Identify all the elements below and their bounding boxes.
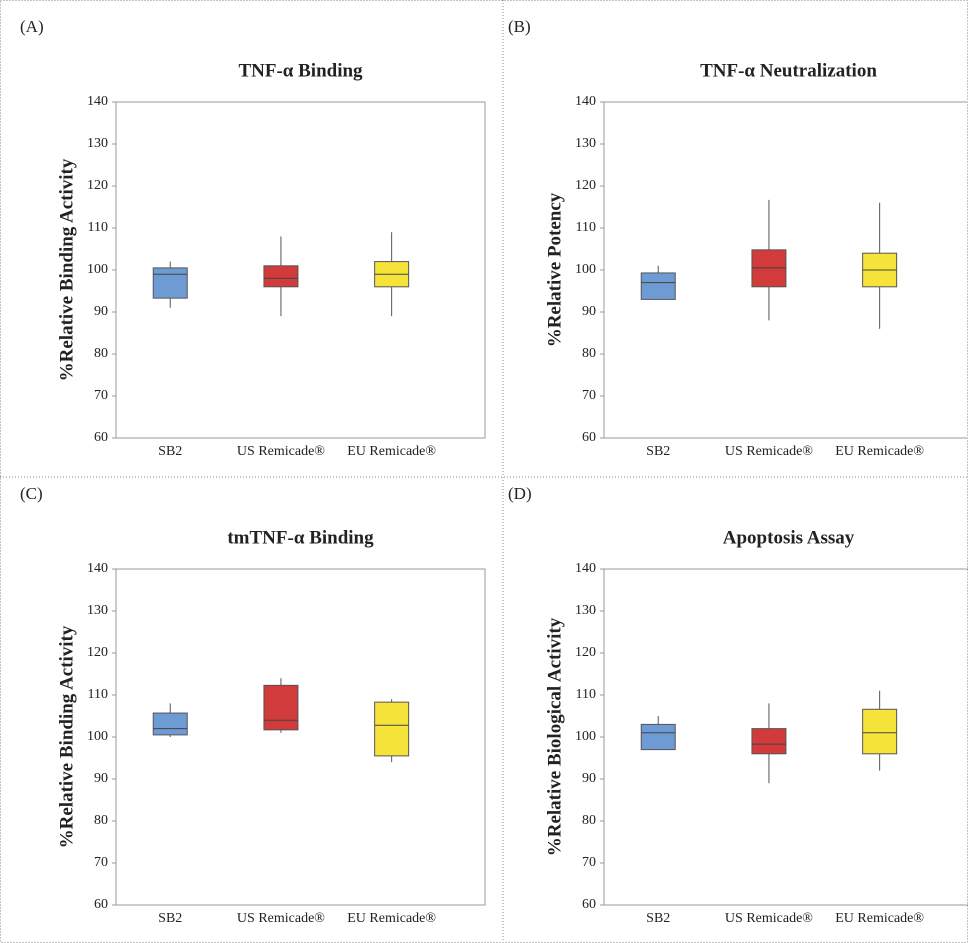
y-tick-label: 110 bbox=[88, 220, 108, 235]
y-tick-label: 130 bbox=[87, 136, 108, 151]
y-tick-label: 80 bbox=[582, 813, 596, 828]
box bbox=[263, 684, 299, 731]
y-tick-label: 90 bbox=[582, 771, 596, 786]
y-tick-label: 100 bbox=[575, 729, 596, 744]
x-tick-label: EU Remicade® bbox=[347, 911, 436, 926]
panel-label: (D) bbox=[508, 484, 532, 503]
y-tick-label: 90 bbox=[94, 304, 108, 319]
panel-label: (C) bbox=[20, 484, 43, 503]
y-tick-label: 70 bbox=[582, 855, 596, 870]
y-tick-label: 140 bbox=[575, 561, 596, 576]
y-tick-label: 140 bbox=[575, 94, 596, 109]
y-tick-label: 120 bbox=[575, 645, 596, 660]
x-tick-label: SB2 bbox=[158, 444, 182, 459]
y-tick-label: 90 bbox=[582, 304, 596, 319]
box bbox=[751, 728, 787, 755]
y-tick-label: 100 bbox=[87, 262, 108, 277]
box bbox=[862, 708, 898, 755]
y-tick-label: 140 bbox=[87, 561, 108, 576]
y-tick-label: 80 bbox=[94, 346, 108, 361]
chart-title: TNF-α Binding bbox=[238, 60, 363, 81]
plot-frame bbox=[115, 568, 486, 906]
y-tick-label: 130 bbox=[575, 603, 596, 618]
x-tick-label: SB2 bbox=[158, 911, 182, 926]
y-tick-label: 120 bbox=[87, 645, 108, 660]
box bbox=[152, 267, 188, 299]
box bbox=[152, 712, 188, 736]
x-tick-label: EU Remicade® bbox=[347, 444, 436, 459]
x-tick-label: SB2 bbox=[646, 444, 670, 459]
y-tick-label: 70 bbox=[94, 855, 108, 870]
y-tick-label: 80 bbox=[582, 346, 596, 361]
x-tick-label: US Remicade® bbox=[237, 911, 325, 926]
chart-title: Apoptosis Assay bbox=[723, 527, 855, 548]
y-tick-label: 70 bbox=[582, 388, 596, 403]
box bbox=[640, 272, 676, 300]
y-tick-label: 120 bbox=[575, 178, 596, 193]
y-axis-label: %Relative Biological Activity bbox=[544, 617, 565, 856]
y-tick-label: 100 bbox=[575, 262, 596, 277]
x-tick-label: EU Remicade® bbox=[835, 911, 924, 926]
y-tick-label: 60 bbox=[94, 897, 108, 912]
x-tick-label: US Remicade® bbox=[725, 444, 813, 459]
panel-label: (B) bbox=[508, 17, 531, 36]
y-tick-label: 100 bbox=[87, 729, 108, 744]
x-tick-label: EU Remicade® bbox=[835, 444, 924, 459]
y-tick-label: 60 bbox=[94, 430, 108, 445]
y-tick-label: 90 bbox=[94, 771, 108, 786]
y-tick-label: 110 bbox=[576, 220, 596, 235]
x-tick-label: US Remicade® bbox=[725, 911, 813, 926]
y-tick-label: 60 bbox=[582, 897, 596, 912]
y-tick-label: 130 bbox=[87, 603, 108, 618]
y-tick-label: 70 bbox=[94, 388, 108, 403]
y-tick-label: 130 bbox=[575, 136, 596, 151]
box bbox=[263, 265, 299, 288]
box bbox=[374, 701, 410, 757]
y-axis-label: %Relative Binding Activity bbox=[56, 625, 77, 848]
y-axis-label: %Relative Binding Activity bbox=[56, 158, 77, 381]
y-tick-label: 140 bbox=[87, 94, 108, 109]
y-tick-label: 120 bbox=[87, 178, 108, 193]
y-tick-label: 110 bbox=[576, 687, 596, 702]
chart-title: tmTNF-α Binding bbox=[227, 527, 374, 548]
x-tick-label: SB2 bbox=[646, 911, 670, 926]
chart-title: TNF-α Neutralization bbox=[700, 60, 877, 81]
y-tick-label: 110 bbox=[88, 687, 108, 702]
panel-label: (A) bbox=[20, 17, 44, 36]
y-tick-label: 80 bbox=[94, 813, 108, 828]
y-tick-label: 60 bbox=[582, 430, 596, 445]
y-axis-label: %Relative Potency bbox=[544, 192, 565, 347]
box bbox=[640, 723, 676, 751]
x-tick-label: US Remicade® bbox=[237, 444, 325, 459]
